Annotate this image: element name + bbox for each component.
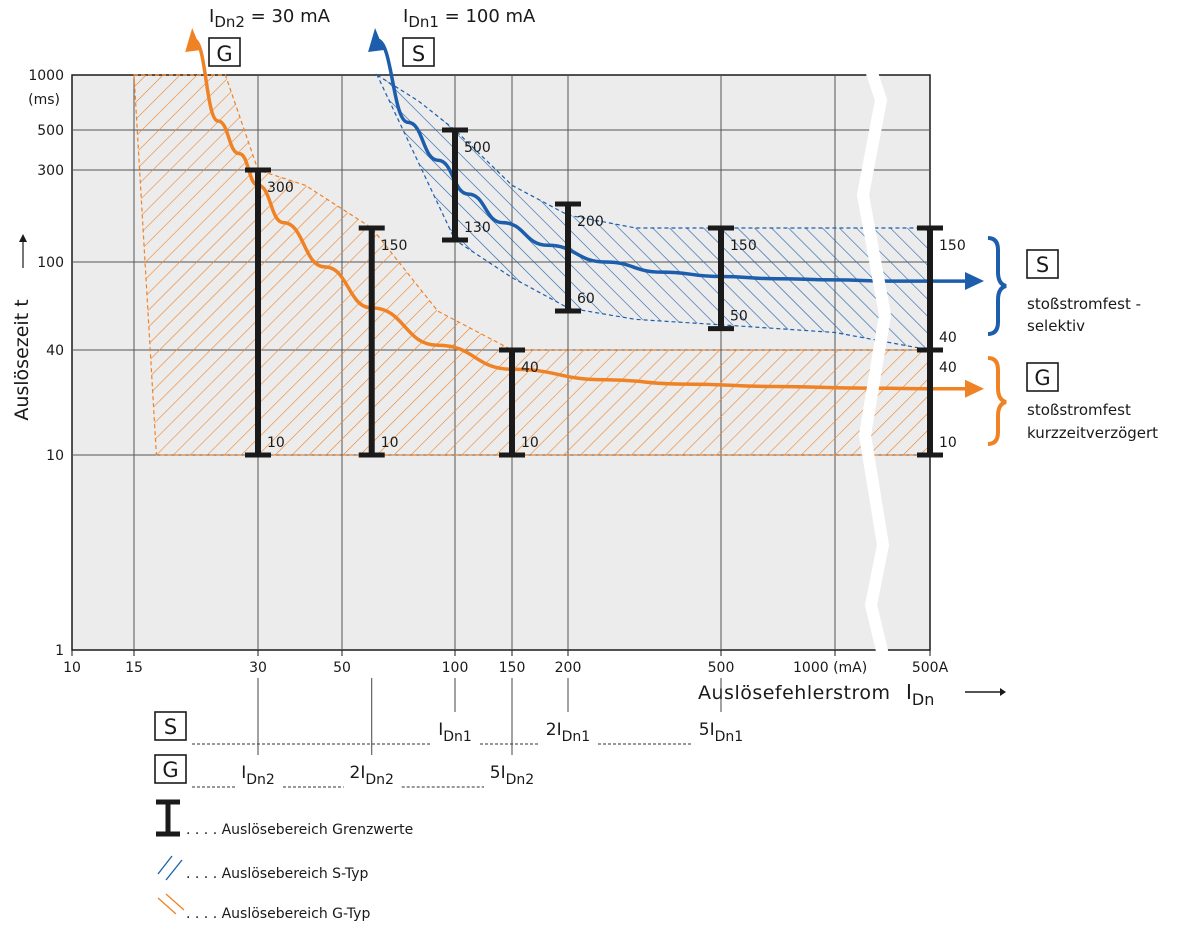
g-type-box-letter: G — [216, 42, 232, 66]
g-annotation-line-1: stoßstromfest — [1027, 401, 1131, 419]
limit-bar-max-label: 40 — [521, 360, 539, 376]
limit-bar-max-label: 500 — [464, 140, 491, 156]
y-tick-label: 10 — [46, 448, 64, 464]
s-annotation-box-icon — [1026, 249, 1059, 279]
limit-bar-max-label: 150 — [730, 238, 757, 254]
legend: . . . . Auslösebereich Grenzwerte . . . … — [156, 799, 413, 922]
x-tick-label: 500 — [708, 660, 735, 676]
g-type-box-icon — [208, 37, 241, 67]
y-unit-label: (ms) — [28, 92, 60, 108]
limit-bar-max-label: 150 — [939, 238, 966, 254]
y-tick-label: 40 — [46, 343, 64, 359]
y-tick-label: 300 — [37, 163, 64, 179]
curve-start-arrow-icon — [368, 28, 385, 52]
legend-item-limits: . . . . Auslösebereich Grenzwerte — [156, 799, 413, 838]
limit-bar-min-label: 50 — [730, 309, 748, 325]
multiple-label-s: IDn1 — [438, 720, 472, 745]
series-label-g: G IDn2 = 30 mA — [208, 6, 331, 67]
y-axis-label: Auslösezeit t — [11, 299, 33, 420]
s-series-name: IDn1 = 100 mA — [403, 6, 536, 31]
s-hatch-icon — [157, 855, 183, 881]
limit-bar-icon — [156, 799, 180, 837]
s-annotation-line-2: selektiv — [1027, 317, 1085, 335]
multiple-label-g: 2IDn2 — [350, 763, 394, 788]
g-type-band — [133, 74, 931, 456]
x-axis-arrowhead-icon — [1000, 688, 1006, 696]
legend-item-g-type: . . . . Auslösebereich G-Typ — [157, 893, 370, 922]
x-axis-label: Auslösefehlerstrom — [698, 682, 891, 704]
s-type-band — [375, 73, 931, 351]
multiples-s-box-icon — [154, 711, 187, 741]
multiples-g-box-letter: G — [162, 758, 178, 782]
s-annotation-line-1: stoßstromfest - — [1027, 295, 1141, 313]
s-type-curve — [376, 38, 965, 283]
curve-start-arrow-icon — [185, 28, 202, 52]
multiples-g-box-icon — [154, 754, 187, 784]
s-type-box-letter: S — [412, 42, 425, 66]
legend-item-s-type: . . . . Auslösebereich S-Typ — [157, 855, 368, 882]
legend-text-g-type: . . . . Auslösebereich G-Typ — [186, 906, 370, 922]
g-annotation-box-icon — [1026, 362, 1059, 392]
trip-range-bands — [133, 73, 931, 456]
limit-bar-max-label: 200 — [577, 214, 604, 230]
right-annotation-g: G stoßstromfest kurzzeitverzögert — [987, 356, 1158, 446]
limit-bar-min-label: 10 — [521, 435, 539, 451]
x-tick-label: 50 — [333, 660, 351, 676]
axis-break — [856, 68, 892, 657]
legend-text-s-type: . . . . Auslösebereich S-Typ — [186, 866, 368, 882]
limit-bar-max-label: 150 — [381, 238, 408, 254]
x-axis-title: Auslösefehlerstrom IDn — [698, 680, 1006, 709]
multiple-label-s: 5IDn1 — [699, 720, 743, 745]
x-tick-label: 200 — [555, 660, 582, 676]
s-brace-icon — [987, 236, 1007, 336]
legend-text-limits: . . . . Auslösebereich Grenzwerte — [186, 822, 413, 838]
y-tick-label: 500 — [37, 123, 64, 139]
trip-curves — [185, 28, 984, 398]
x-tick-label: 500A — [912, 660, 949, 676]
g-series-name: IDn2 = 30 mA — [209, 6, 331, 31]
multiple-label-g: 5IDn2 — [490, 763, 534, 788]
y-tick-label: 1000 — [28, 68, 64, 84]
x-tick-label: 10 — [63, 660, 81, 676]
limit-bar-min-label: 10 — [267, 435, 285, 451]
x-tick-label: 150 — [499, 660, 526, 676]
g-brace-icon — [987, 356, 1007, 446]
x-tick-label: 15 — [125, 660, 143, 676]
multiple-label-g: IDn2 — [241, 763, 275, 788]
s-type-box-icon — [402, 37, 435, 67]
axis-ticks: 10 15 30 50 100 150 200 500 1000 (mA) 500A1104010… — [28, 68, 948, 676]
x-tick-label: 1000 (mA) — [793, 660, 867, 676]
x-axis-symbol: IDn — [906, 680, 934, 709]
g-annotation-box-letter: G — [1034, 366, 1050, 390]
curve-end-arrow-icon — [965, 272, 984, 291]
g-type-curve — [193, 38, 965, 391]
limit-bars: 300 10 150 10 500 130 40 10 200 60 150 50 150 40 40 10 — [245, 127, 966, 458]
curve-end-arrow-icon — [965, 379, 984, 398]
limit-bar-max-label: 40 — [939, 360, 957, 376]
x-tick-label: 30 — [249, 660, 267, 676]
limit-bar-min-label: 60 — [577, 291, 595, 307]
limit-bar-min-label: 130 — [464, 220, 491, 236]
y-tick-label: 1 — [55, 643, 64, 659]
series-label-s: S IDn1 = 100 mA — [402, 6, 536, 67]
y-axis-arrowhead-icon — [19, 234, 27, 242]
axis-break-icon — [856, 68, 892, 657]
rated-current-multiples: S G IDn1 2IDn1 5IDn1 IDn2 2IDn2 5IDn2 — [154, 678, 743, 788]
y-axis-title: Auslösezeit t — [11, 234, 33, 421]
limit-bar-min-label: 40 — [939, 330, 957, 346]
multiple-label-s: 2IDn1 — [546, 720, 590, 745]
x-tick-label: 100 — [442, 660, 469, 676]
g-hatch-icon — [157, 893, 185, 915]
g-annotation-line-2: kurzzeitverzögert — [1027, 424, 1158, 442]
limit-bar-min-label: 10 — [381, 435, 399, 451]
limit-bar-max-label: 300 — [267, 180, 294, 196]
limit-bar-min-label: 10 — [939, 435, 957, 451]
s-annotation-box-letter: S — [1036, 253, 1049, 277]
right-annotation-s: S stoßstromfest - selektiv — [987, 236, 1141, 336]
y-tick-label: 100 — [37, 255, 64, 271]
multiples-s-box-letter: S — [164, 715, 177, 739]
